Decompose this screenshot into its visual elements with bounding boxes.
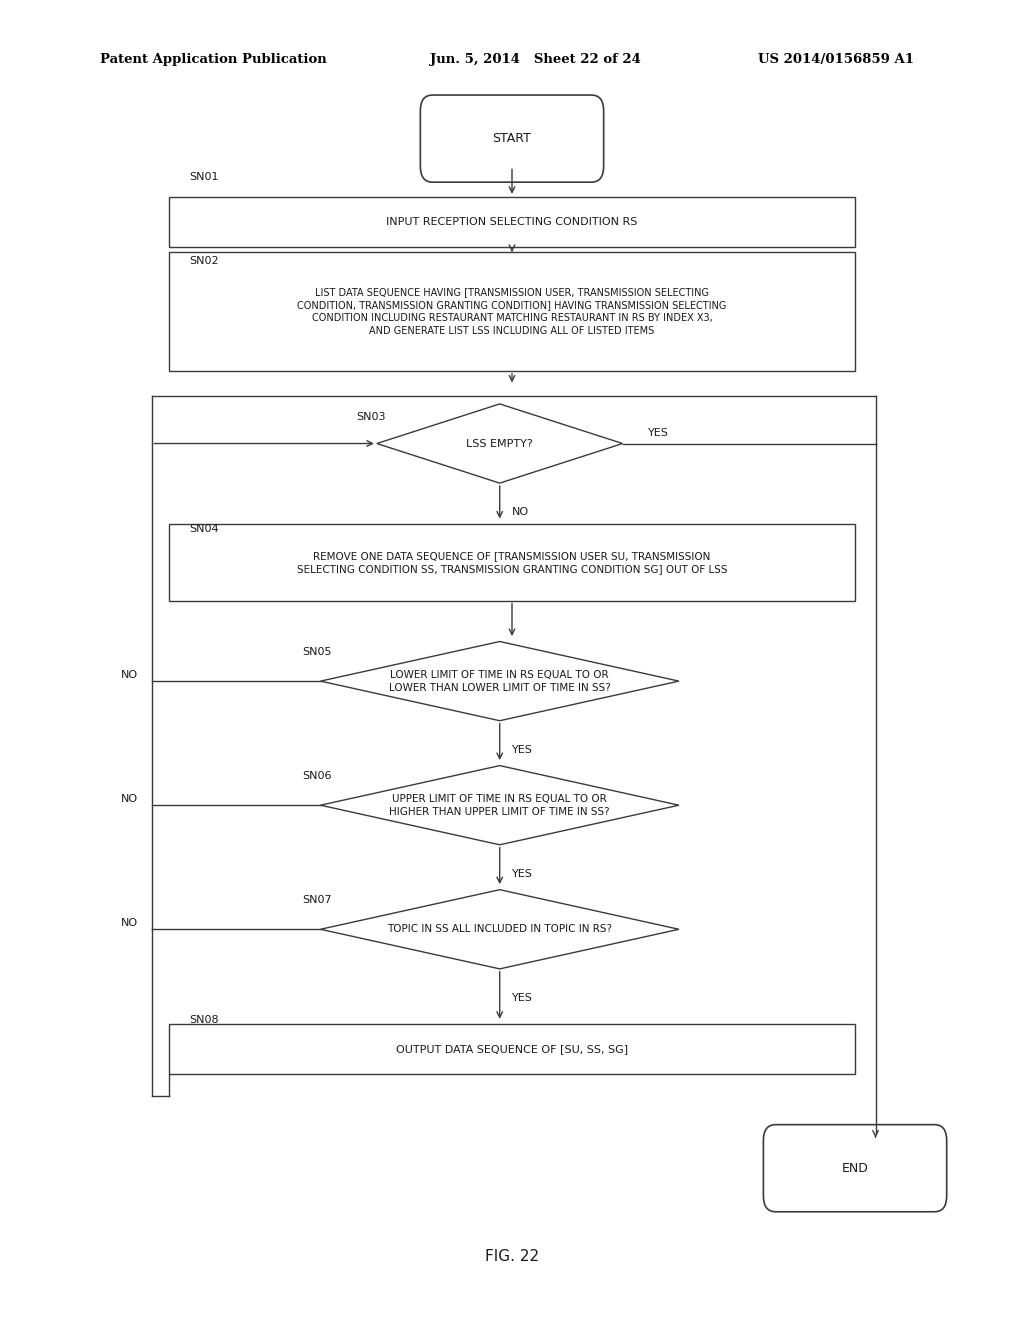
Text: SN06: SN06 bbox=[302, 771, 332, 781]
Text: NO: NO bbox=[121, 917, 138, 928]
Text: YES: YES bbox=[512, 744, 532, 755]
Polygon shape bbox=[377, 404, 623, 483]
Polygon shape bbox=[321, 890, 679, 969]
Text: SN03: SN03 bbox=[356, 412, 386, 422]
Text: FIG. 22: FIG. 22 bbox=[485, 1249, 539, 1265]
Text: LIST DATA SEQUENCE HAVING [TRANSMISSION USER, TRANSMISSION SELECTING
CONDITION, : LIST DATA SEQUENCE HAVING [TRANSMISSION … bbox=[297, 286, 727, 337]
Text: OUTPUT DATA SEQUENCE OF [SU, SS, SG]: OUTPUT DATA SEQUENCE OF [SU, SS, SG] bbox=[396, 1044, 628, 1055]
Text: END: END bbox=[842, 1162, 868, 1175]
Text: SN08: SN08 bbox=[189, 1015, 219, 1026]
Text: TOPIC IN SS ALL INCLUDED IN TOPIC IN RS?: TOPIC IN SS ALL INCLUDED IN TOPIC IN RS? bbox=[387, 924, 612, 935]
Text: YES: YES bbox=[512, 869, 532, 879]
Text: NO: NO bbox=[512, 507, 529, 517]
Bar bbox=[169, 197, 855, 247]
Polygon shape bbox=[321, 642, 679, 721]
Text: SN01: SN01 bbox=[189, 172, 219, 182]
Text: LSS EMPTY?: LSS EMPTY? bbox=[466, 438, 534, 449]
Text: START: START bbox=[493, 132, 531, 145]
Text: NO: NO bbox=[121, 669, 138, 680]
Text: REMOVE ONE DATA SEQUENCE OF [TRANSMISSION USER SU, TRANSMISSION
SELECTING CONDIT: REMOVE ONE DATA SEQUENCE OF [TRANSMISSIO… bbox=[297, 550, 727, 574]
Bar bbox=[169, 1024, 855, 1074]
FancyBboxPatch shape bbox=[763, 1125, 946, 1212]
Text: YES: YES bbox=[512, 993, 532, 1003]
Text: SN05: SN05 bbox=[302, 647, 332, 657]
Text: LOWER LIMIT OF TIME IN RS EQUAL TO OR
LOWER THAN LOWER LIMIT OF TIME IN SS?: LOWER LIMIT OF TIME IN RS EQUAL TO OR LO… bbox=[389, 669, 610, 693]
Text: NO: NO bbox=[121, 793, 138, 804]
FancyBboxPatch shape bbox=[420, 95, 603, 182]
Text: Jun. 5, 2014   Sheet 22 of 24: Jun. 5, 2014 Sheet 22 of 24 bbox=[430, 53, 641, 66]
Polygon shape bbox=[321, 766, 679, 845]
Text: INPUT RECEPTION SELECTING CONDITION RS: INPUT RECEPTION SELECTING CONDITION RS bbox=[386, 216, 638, 227]
Text: US 2014/0156859 A1: US 2014/0156859 A1 bbox=[758, 53, 913, 66]
Bar bbox=[169, 252, 855, 371]
Text: SN04: SN04 bbox=[189, 524, 219, 535]
Text: SN07: SN07 bbox=[302, 895, 332, 906]
Text: Patent Application Publication: Patent Application Publication bbox=[100, 53, 327, 66]
Text: SN02: SN02 bbox=[189, 256, 219, 267]
Text: UPPER LIMIT OF TIME IN RS EQUAL TO OR
HIGHER THAN UPPER LIMIT OF TIME IN SS?: UPPER LIMIT OF TIME IN RS EQUAL TO OR HI… bbox=[389, 793, 610, 817]
Text: YES: YES bbox=[648, 428, 669, 438]
Bar bbox=[169, 524, 855, 601]
